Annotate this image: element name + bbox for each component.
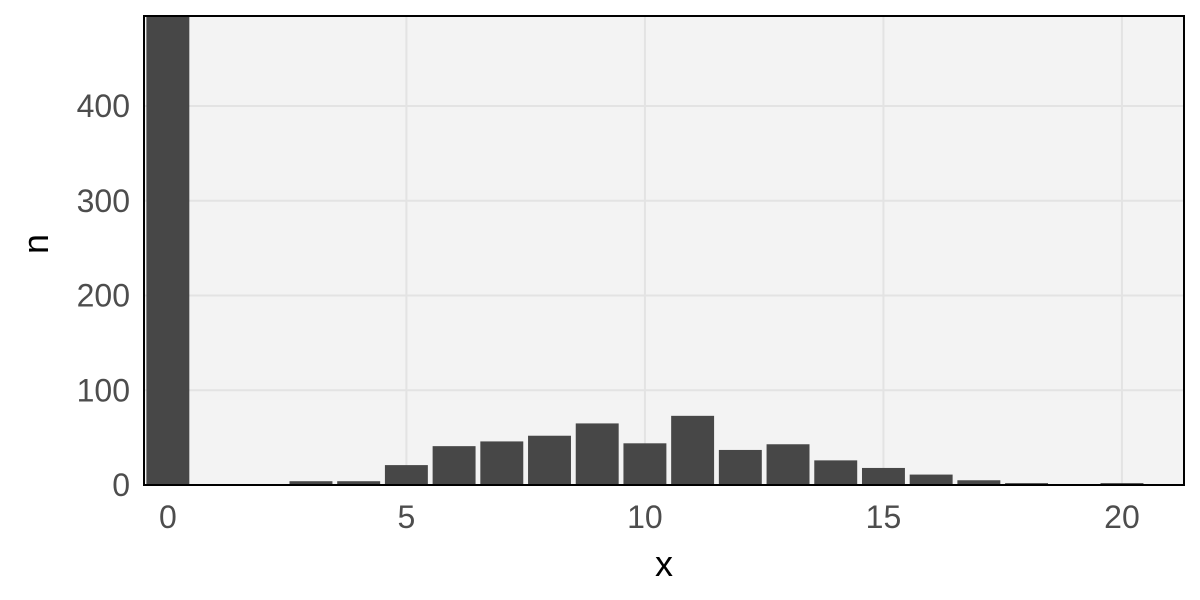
bar [909,474,953,485]
x-tick-label: 20 [1104,499,1140,535]
plot-border [143,15,1185,486]
y-tick-labels: 0 100 200 300 400 [77,88,130,503]
x-tick-label: 5 [397,499,415,535]
bar [146,16,190,485]
x-axis-title: x [655,543,673,584]
plot-panel [144,16,1184,485]
bar [432,446,476,485]
bar [289,481,333,485]
bar [623,443,667,485]
y-axis-title: n [15,234,56,254]
x-tick-labels: 0 5 10 15 20 [159,499,1140,535]
bar [861,467,905,485]
bar [528,435,571,485]
x-tick-label: 0 [159,499,177,535]
bar [575,423,619,485]
bar [480,441,524,485]
x-tick-label: 10 [627,499,663,535]
y-tick-label: 400 [77,88,130,124]
y-tick-label: 0 [112,467,130,503]
y-tick-label: 200 [77,278,130,314]
bar [671,415,715,485]
bar [384,465,428,485]
bars [146,16,1144,485]
y-tick-label: 300 [77,183,130,219]
y-tick-label: 100 [77,372,130,408]
bar [766,444,810,485]
bar [718,449,762,485]
x-tick-label: 15 [866,499,902,535]
bar [957,480,1001,485]
bar [337,481,381,485]
bar [814,460,858,485]
